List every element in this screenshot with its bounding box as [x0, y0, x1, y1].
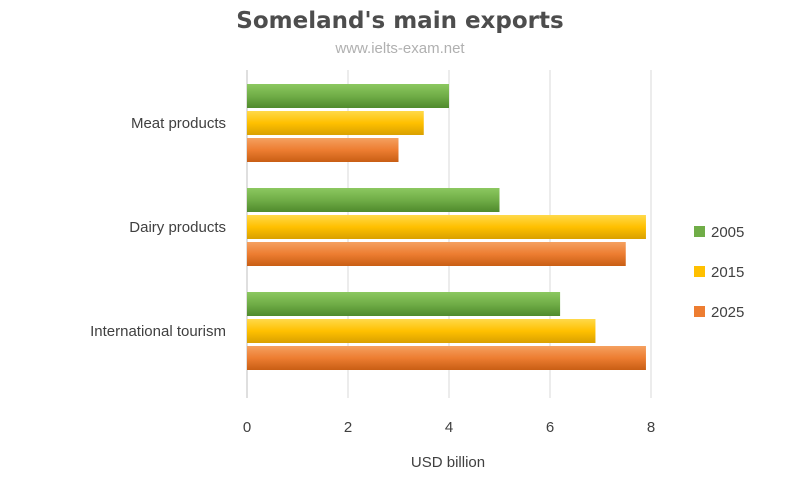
bar-2015-dairy-products [247, 215, 646, 239]
bars [247, 84, 646, 370]
x-tick-label: 2 [344, 419, 352, 436]
bar-2005-dairy-products [247, 188, 500, 212]
legend-label-2005: 2005 [711, 224, 744, 241]
bar-2005-meat-products [247, 84, 449, 108]
bar-2025-dairy-products [247, 242, 626, 266]
legend-swatch-2015 [694, 266, 705, 277]
category-label: Meat products [131, 115, 226, 132]
x-axis-ticks: 0 2 4 6 8 [243, 419, 655, 436]
category-labels: Meat products Dairy products International… [90, 115, 226, 340]
bar-2005-international-tourism [247, 292, 561, 316]
bar-2015-international-tourism [247, 319, 596, 343]
bar-2025-meat-products [247, 138, 399, 162]
legend: 2005 2015 2025 [694, 224, 744, 321]
legend-label-2025: 2025 [711, 304, 744, 321]
category-label: International tourism [90, 323, 226, 340]
legend-swatch-2025 [694, 306, 705, 317]
legend-swatch-2005 [694, 226, 705, 237]
chart-subtitle: www.ielts-exam.net [335, 40, 465, 57]
x-tick-label: 6 [546, 419, 554, 436]
x-tick-label: 0 [243, 419, 251, 436]
bar-2025-international-tourism [247, 346, 646, 370]
x-tick-label: 8 [647, 419, 655, 436]
x-axis-title: USD billion [411, 454, 485, 471]
category-label: Dairy products [129, 219, 226, 236]
legend-label-2015: 2015 [711, 264, 744, 281]
bar-2015-meat-products [247, 111, 424, 135]
x-tick-label: 4 [445, 419, 453, 436]
chart-title: Someland's main exports [236, 8, 564, 34]
